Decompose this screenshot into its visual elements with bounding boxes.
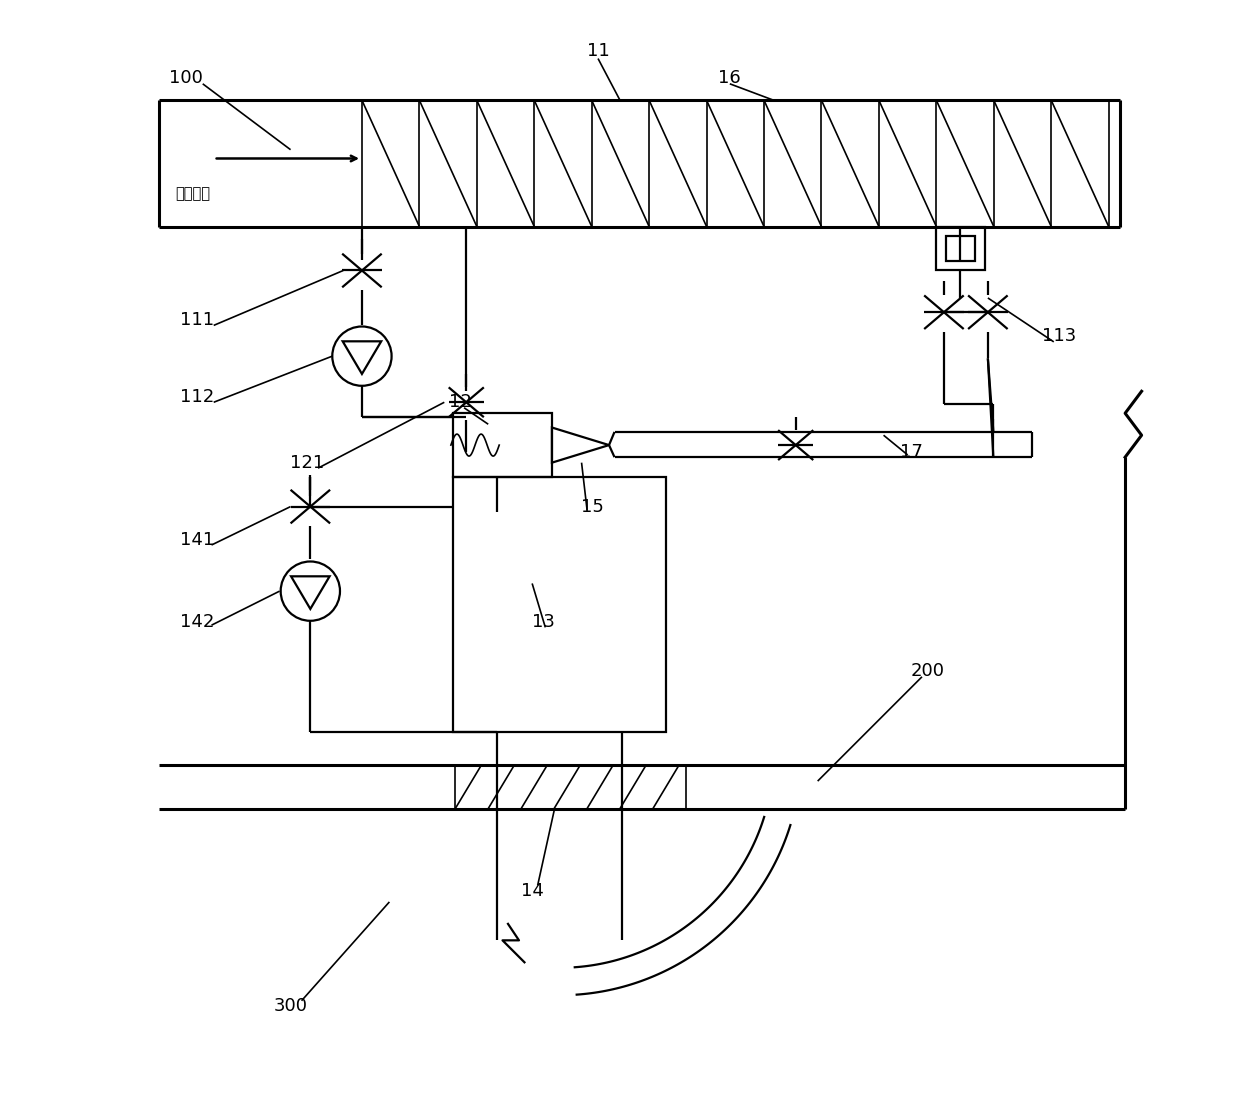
Text: 11: 11	[587, 42, 609, 60]
Bar	[946, 237, 975, 260]
Text: 100: 100	[170, 69, 203, 88]
Bar	[936, 227, 985, 270]
Text: 111: 111	[180, 311, 215, 329]
Text: 17: 17	[899, 443, 923, 460]
Text: 14: 14	[521, 882, 543, 900]
Text: 112: 112	[180, 388, 215, 406]
Text: 高温烟气: 高温烟气	[175, 186, 211, 201]
Text: 141: 141	[180, 530, 215, 548]
Text: 15: 15	[582, 497, 604, 516]
Text: 200: 200	[910, 663, 945, 681]
Text: 113: 113	[1042, 327, 1076, 346]
Text: 142: 142	[180, 613, 215, 631]
Text: 13: 13	[532, 613, 554, 631]
Text: 300: 300	[274, 997, 308, 1015]
Text: 121: 121	[290, 454, 324, 471]
Text: 16: 16	[718, 69, 742, 88]
Bar	[453, 477, 666, 732]
Bar	[453, 414, 552, 477]
Text: 12: 12	[449, 394, 472, 411]
